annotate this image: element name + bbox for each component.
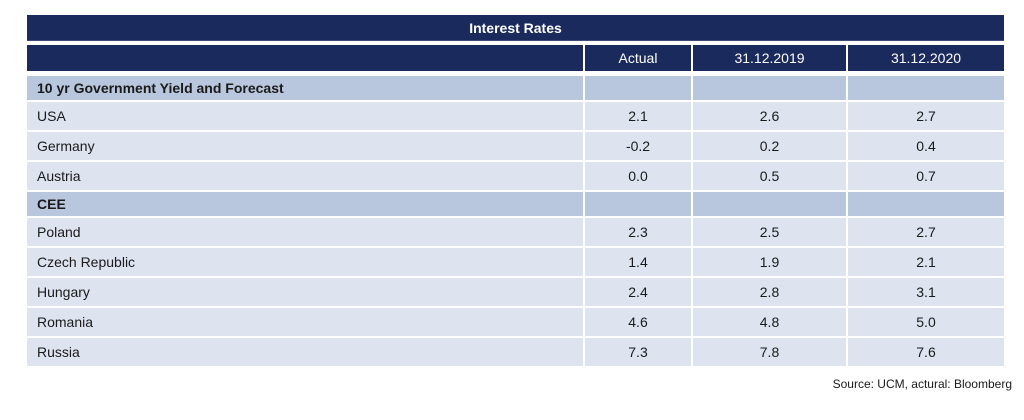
value-cell: 4.6 (585, 308, 691, 336)
value-cell: 0.5 (693, 162, 846, 190)
value-cell: 2.1 (585, 102, 691, 130)
value-cell: 0.2 (693, 132, 846, 160)
row-label: Austria (27, 162, 583, 190)
table-row-germany: Germany -0.2 0.2 0.4 (27, 132, 1004, 160)
column-header-empty (27, 45, 583, 71)
section-empty-cell (848, 192, 1004, 216)
value-cell: 0.4 (848, 132, 1004, 160)
section-header-label: CEE (27, 192, 583, 216)
source-note: Source: UCM, actural: Bloomberg (832, 377, 1012, 391)
table-row-usa: USA 2.1 2.6 2.7 (27, 102, 1004, 130)
column-header-row: Actual 31.12.2019 31.12.2020 (27, 45, 1004, 71)
value-cell: 5.0 (848, 308, 1004, 336)
value-cell: 3.1 (848, 278, 1004, 306)
value-cell: -0.2 (585, 132, 691, 160)
table-row-poland: Poland 2.3 2.5 2.7 (27, 218, 1004, 246)
row-label: Czech Republic (27, 248, 583, 276)
value-cell: 2.5 (693, 218, 846, 246)
table-title: Interest Rates (27, 15, 1004, 41)
value-cell: 2.3 (585, 218, 691, 246)
value-cell: 4.8 (693, 308, 846, 336)
column-header-actual: Actual (585, 45, 691, 71)
value-cell: 2.7 (848, 218, 1004, 246)
section-header-label: 10 yr Government Yield and Forecast (27, 76, 583, 100)
row-label: Russia (27, 338, 583, 366)
interest-rates-table: Interest Rates Actual 31.12.2019 31.12.2… (27, 15, 1004, 368)
value-cell: 1.4 (585, 248, 691, 276)
column-header-2020: 31.12.2020 (848, 45, 1004, 71)
row-label: Romania (27, 308, 583, 336)
table-row-russia: Russia 7.3 7.8 7.6 (27, 338, 1004, 366)
section-empty-cell (693, 192, 846, 216)
section-header-row-cee: CEE (27, 192, 1004, 216)
column-header-2019: 31.12.2019 (693, 45, 846, 71)
table-row-czech-republic: Czech Republic 1.4 1.9 2.1 (27, 248, 1004, 276)
value-cell: 7.6 (848, 338, 1004, 366)
value-cell: 2.4 (585, 278, 691, 306)
value-cell: 2.1 (848, 248, 1004, 276)
value-cell: 2.8 (693, 278, 846, 306)
row-label: Hungary (27, 278, 583, 306)
row-label: Poland (27, 218, 583, 246)
section-empty-cell (585, 76, 691, 100)
row-label: USA (27, 102, 583, 130)
table-row-romania: Romania 4.6 4.8 5.0 (27, 308, 1004, 336)
row-label: Germany (27, 132, 583, 160)
value-cell: 2.6 (693, 102, 846, 130)
value-cell: 1.9 (693, 248, 846, 276)
value-cell: 2.7 (848, 102, 1004, 130)
table-row-hungary: Hungary 2.4 2.8 3.1 (27, 278, 1004, 306)
section-empty-cell (848, 76, 1004, 100)
section-empty-cell (585, 192, 691, 216)
table-row-austria: Austria 0.0 0.5 0.7 (27, 162, 1004, 190)
value-cell: 7.3 (585, 338, 691, 366)
section-header-row-government-yield: 10 yr Government Yield and Forecast (27, 76, 1004, 100)
value-cell: 0.7 (848, 162, 1004, 190)
section-empty-cell (693, 76, 846, 100)
value-cell: 0.0 (585, 162, 691, 190)
value-cell: 7.8 (693, 338, 846, 366)
